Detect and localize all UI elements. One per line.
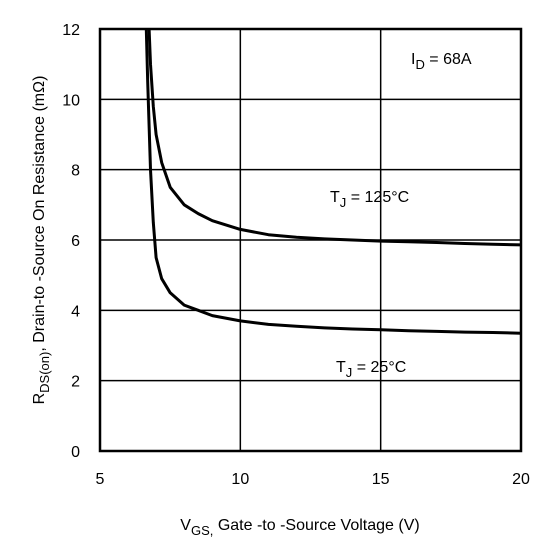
series-group xyxy=(144,28,522,335)
plot-frame xyxy=(98,27,523,453)
y-tick-label: 6 xyxy=(71,233,80,250)
tick-labels: 5 10 15 20 0 2 4 6 8 10 12 xyxy=(62,22,530,488)
x-axis-label: VGS, Gate -to -Source Voltage (V) xyxy=(180,517,419,538)
series-label-125c: TJ = 125°C xyxy=(330,189,409,210)
y-tick-label: 0 xyxy=(71,444,80,461)
x-tick-label: 5 xyxy=(96,471,105,488)
y-tick-label: 12 xyxy=(62,22,80,39)
y-axis-label: RDS(on), Drain-to -Source On Resistance … xyxy=(31,76,52,405)
series-label-25c: TJ = 25°C xyxy=(336,359,406,380)
y-tick-label: 4 xyxy=(71,303,80,320)
drain-current-annotation: ID = 68A xyxy=(411,51,472,72)
series-line-125c xyxy=(147,28,522,247)
x-tick-label: 20 xyxy=(512,471,530,488)
series-line-25c xyxy=(144,28,522,335)
x-tick-label: 10 xyxy=(231,471,249,488)
y-tick-label: 10 xyxy=(62,92,80,109)
x-tick-label: 15 xyxy=(372,471,390,488)
y-tick-label: 2 xyxy=(71,374,80,391)
y-tick-label: 8 xyxy=(71,163,80,180)
grid-lines xyxy=(100,29,521,451)
